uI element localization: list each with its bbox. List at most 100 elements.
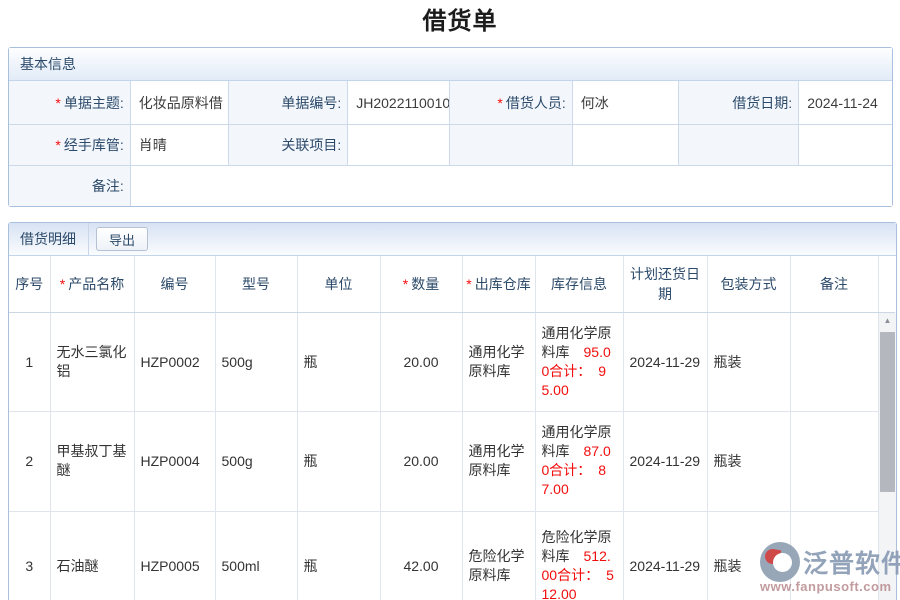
field-label-borrow-date: 借货日期: <box>679 81 800 125</box>
stock-qty: 512.00 <box>541 548 611 583</box>
cell-model: 500g <box>215 411 298 512</box>
field-label-borrow-date-text: 借货日期: <box>732 94 793 111</box>
cell-stock-info: 危险化学原料库 512.00合计： 512.00 <box>535 511 624 600</box>
col-header-unit: 单位 <box>297 256 381 313</box>
basic-info-panel: 基本信息 * 单据主题: 化妆品原料借 单据编号: JH2022110010 *… <box>8 47 893 207</box>
header-filler-cell <box>878 256 895 313</box>
vendor-watermark: 泛普软件 www.fanpusoft.com <box>760 542 900 594</box>
col-header-qty: * 数量 <box>380 256 463 313</box>
field-label-remark: 备注: <box>9 166 131 206</box>
col-header-code: 编号 <box>134 256 216 313</box>
field-label-doc-number-text: 单据编号: <box>281 94 342 111</box>
tab-borrow-detail[interactable]: 借货明细 <box>9 223 89 255</box>
cell-packing: 瓶装 <box>707 411 791 512</box>
watermark-brand-text: 泛普软件 <box>803 550 900 578</box>
required-asterisk-icon: * <box>402 275 409 292</box>
cell-product-name: 石油醚 <box>50 511 135 600</box>
col-header-model: 型号 <box>215 256 298 313</box>
page-title: 借货单 <box>422 8 498 35</box>
field-label-subject: * 单据主题: <box>9 81 131 125</box>
table-vertical-scrollbar[interactable]: ▲ <box>879 313 896 600</box>
cell-code: HZP0005 <box>134 511 216 600</box>
basic-info-section-title: 基本信息 <box>9 48 892 81</box>
col-header-qty-text: 数量 <box>411 275 440 292</box>
cell-return-date: 2024-11-29 <box>623 312 708 412</box>
stock-warehouse: 通用化学原料库 <box>541 424 612 459</box>
stock-total: 合计： 512.00 <box>541 567 614 600</box>
cell-code: HZP0004 <box>134 411 216 512</box>
required-asterisk-icon: * <box>55 94 61 111</box>
cell-warehouse: 危险化学原料库 <box>462 511 536 600</box>
required-asterisk-icon: * <box>466 275 472 292</box>
fanpu-logo-icon <box>760 542 800 582</box>
field-value-borrower: 何冰 <box>572 81 680 125</box>
field-value-warehouse-keeper: 肖晴 <box>130 125 229 166</box>
basic-info-row-1: * 单据主题: 化妆品原料借 单据编号: JH2022110010 * 借货人员… <box>9 81 892 125</box>
cell-model: 500g <box>215 312 298 412</box>
col-header-product-name: * 产品名称 <box>50 256 135 313</box>
cell-qty: 42.00 <box>380 511 463 600</box>
col-header-return-date: 计划还货日期 <box>623 256 708 313</box>
watermark-url-text: www.fanpusoft.com <box>760 579 892 594</box>
field-value-remark <box>130 166 892 206</box>
cell-remark <box>790 411 879 512</box>
stock-qty: 87.00 <box>541 443 611 478</box>
stock-warehouse: 危险化学原料库 <box>541 529 612 564</box>
stock-warehouse: 通用化学原料库 <box>541 324 612 360</box>
table-row: 2 甲基叔丁基醚 HZP0004 500g 瓶 20.00 通用化学原料库 通用… <box>9 411 895 512</box>
cell-return-date: 2024-11-29 <box>623 411 708 512</box>
col-header-packing: 包装方式 <box>707 256 791 313</box>
stock-total: 合计： 95.00 <box>541 362 607 398</box>
cell-unit: 瓶 <box>297 511 381 600</box>
cell-qty: 20.00 <box>380 312 463 412</box>
table-row: 1 无水三氯化铝 HZP0002 500g 瓶 20.00 通用化学原料库 通用… <box>9 312 895 412</box>
table-header-row: 序号 * 产品名称 编号 型号 单位 * 数量 * 出库仓库 库存信息 计划还货日期 … <box>9 256 895 313</box>
cell-unit: 瓶 <box>297 411 381 512</box>
cell-unit: 瓶 <box>297 312 381 412</box>
scrollbar-thumb[interactable] <box>880 332 895 492</box>
cell-product-name: 甲基叔丁基醚 <box>50 411 135 512</box>
field-value-related-project <box>348 125 450 166</box>
export-button[interactable]: 导出 <box>96 227 149 251</box>
cell-remark <box>790 312 879 412</box>
borrow-detail-panel: 借货明细 导出 序号 * 产品名称 编号 型号 单位 * 数量 * 出库仓库 库存信息… <box>8 222 897 600</box>
cell-return-date: 2024-11-29 <box>623 511 708 600</box>
cell-stock-info: 通用化学原料库 95.00合计： 95.00 <box>535 312 624 412</box>
field-empty-label-cell <box>450 125 573 166</box>
field-label-borrower: * 借货人员: <box>450 81 573 125</box>
col-header-stock-info: 库存信息 <box>535 256 624 313</box>
cell-seq: 3 <box>9 511 51 600</box>
detail-tabbar: 借货明细 导出 <box>9 223 896 256</box>
cell-seq: 1 <box>9 312 51 412</box>
cell-warehouse: 通用化学原料库 <box>462 312 536 412</box>
col-header-product-name-text: 产品名称 <box>68 275 125 292</box>
required-asterisk-icon: * <box>59 275 66 292</box>
field-empty-value-cell <box>799 125 892 166</box>
field-label-related-project-text: 关联项目: <box>281 137 342 153</box>
required-asterisk-icon: * <box>497 94 503 111</box>
cell-remark <box>790 511 879 600</box>
stock-total: 合计： 87.00 <box>541 462 607 497</box>
col-header-remark: 备注 <box>790 256 879 313</box>
field-label-subject-text: 单据主题: <box>63 94 124 111</box>
field-label-warehouse-keeper-text: 经手库管: <box>63 137 124 153</box>
basic-info-row-3: 备注: <box>9 166 892 206</box>
cell-qty: 20.00 <box>380 411 463 512</box>
cell-stock-info: 通用化学原料库 87.00合计： 87.00 <box>535 411 624 512</box>
cell-product-name: 无水三氯化铝 <box>50 312 135 412</box>
stock-qty: 95.00 <box>541 343 611 379</box>
field-label-related-project: 关联项目: <box>228 125 349 166</box>
cell-code: HZP0002 <box>134 312 216 412</box>
field-value-subject: 化妆品原料借 <box>130 81 229 125</box>
col-header-warehouse: * 出库仓库 <box>462 256 536 313</box>
field-value-borrow-date: 2024-11-24 <box>799 81 892 125</box>
field-empty-label-cell <box>679 125 800 166</box>
watermark-logo-row: 泛普软件 <box>760 542 900 582</box>
scroll-up-arrow-icon[interactable]: ▲ <box>879 313 896 330</box>
required-asterisk-icon: * <box>55 137 61 153</box>
field-label-doc-number: 单据编号: <box>228 81 349 125</box>
field-empty-value-cell <box>572 125 680 166</box>
cell-seq: 2 <box>9 411 51 512</box>
field-value-doc-number: JH2022110010 <box>348 81 450 125</box>
